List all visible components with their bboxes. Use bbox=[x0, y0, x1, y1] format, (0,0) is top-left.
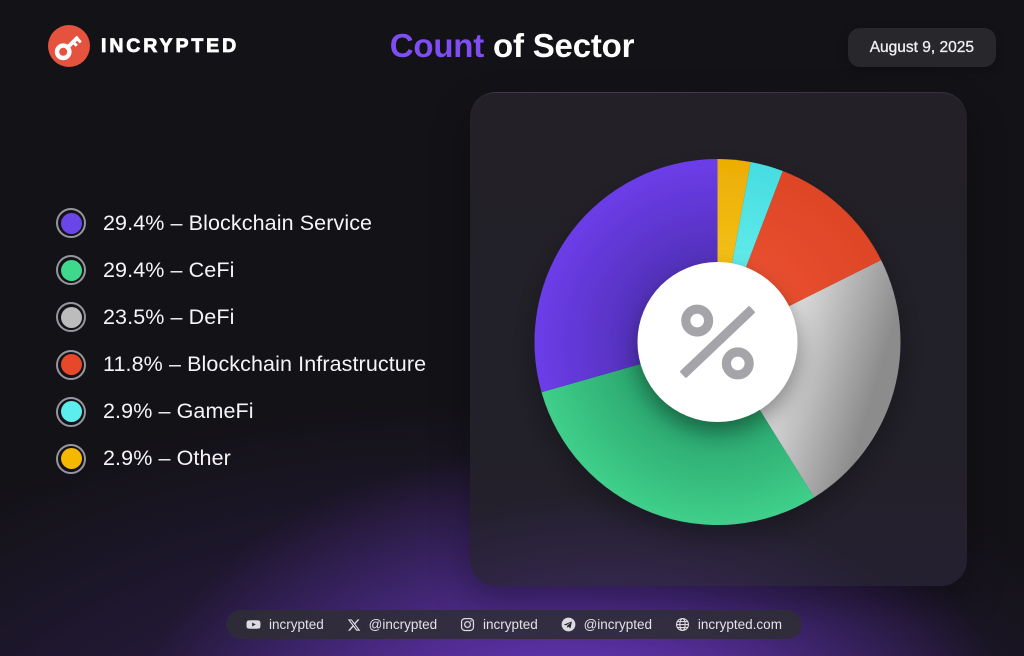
social-label: incrypted.com bbox=[697, 617, 782, 632]
globe-icon bbox=[675, 617, 690, 632]
page-title: Count of Sector bbox=[0, 27, 1024, 65]
social-label: incrypted bbox=[269, 617, 324, 632]
legend-dot bbox=[60, 259, 82, 281]
legend-item-gamefi: 2.9% – GameFi bbox=[56, 396, 426, 427]
legend-dot bbox=[60, 448, 82, 470]
legend-label: 29.4% – CeFi bbox=[103, 257, 235, 282]
social-label: @incrypted bbox=[368, 617, 438, 632]
brand-name: INCRYPTED bbox=[101, 34, 240, 57]
page-title-accent: Count bbox=[389, 27, 485, 64]
social-item-youtube[interactable]: incrypted bbox=[246, 617, 324, 632]
legend-ring bbox=[56, 255, 86, 286]
telegram-icon bbox=[561, 617, 576, 632]
legend-label: 2.9% – GameFi bbox=[103, 399, 254, 424]
legend-item-defi: 23.5% – DeFi bbox=[56, 302, 426, 333]
legend-label: 23.5% – DeFi bbox=[103, 304, 235, 329]
social-label: @incrypted bbox=[583, 617, 653, 632]
legend-ring bbox=[56, 443, 86, 474]
chart-card bbox=[470, 92, 967, 586]
incrypted-logo bbox=[48, 25, 90, 67]
key-icon bbox=[54, 35, 82, 61]
pie-slice-cefi bbox=[541, 342, 815, 526]
legend-item-blockchain-infrastructure: 11.8% – Blockchain Infrastructure bbox=[56, 349, 427, 380]
legend-item-cefi: 29.4% – CeFi bbox=[56, 255, 426, 286]
legend-label: 2.9% – Other bbox=[103, 446, 231, 471]
legend-dot bbox=[60, 354, 82, 376]
legend-ring bbox=[56, 302, 86, 333]
legend-item-other: 2.9% – Other bbox=[56, 443, 426, 474]
brand: INCRYPTED bbox=[48, 25, 239, 67]
social-item-telegram[interactable]: @incrypted bbox=[561, 617, 652, 632]
date-badge: August 9, 2025 bbox=[847, 28, 996, 67]
legend-label: 29.4% – Blockchain Service bbox=[103, 210, 373, 235]
legend-item-blockchain-service: 29.4% – Blockchain Service bbox=[56, 208, 426, 238]
social-bar: incrypted @incrypted incrypted @incrypted in… bbox=[226, 610, 802, 639]
percent-symbol bbox=[680, 304, 755, 380]
social-item-globe[interactable]: incrypted.com bbox=[675, 617, 782, 632]
x-icon bbox=[347, 618, 361, 632]
legend-dot bbox=[60, 401, 82, 423]
page-title-rest: of Sector bbox=[484, 27, 635, 64]
youtube-icon bbox=[246, 617, 261, 632]
pie-chart bbox=[534, 158, 901, 526]
social-item-instagram[interactable]: incrypted bbox=[460, 617, 538, 632]
legend-ring bbox=[56, 349, 86, 380]
legend-dot bbox=[60, 212, 82, 234]
legend-dot bbox=[60, 306, 82, 328]
social-label: incrypted bbox=[482, 617, 538, 632]
legend-ring bbox=[56, 396, 86, 427]
instagram-icon bbox=[460, 617, 475, 632]
chart-legend: 29.4% – Blockchain Service 29.4% – CeFi 23… bbox=[56, 208, 426, 491]
legend-label: 11.8% – Blockchain Infrastructure bbox=[103, 352, 427, 377]
legend-ring bbox=[56, 208, 86, 238]
social-item-x[interactable]: @incrypted bbox=[347, 617, 437, 632]
